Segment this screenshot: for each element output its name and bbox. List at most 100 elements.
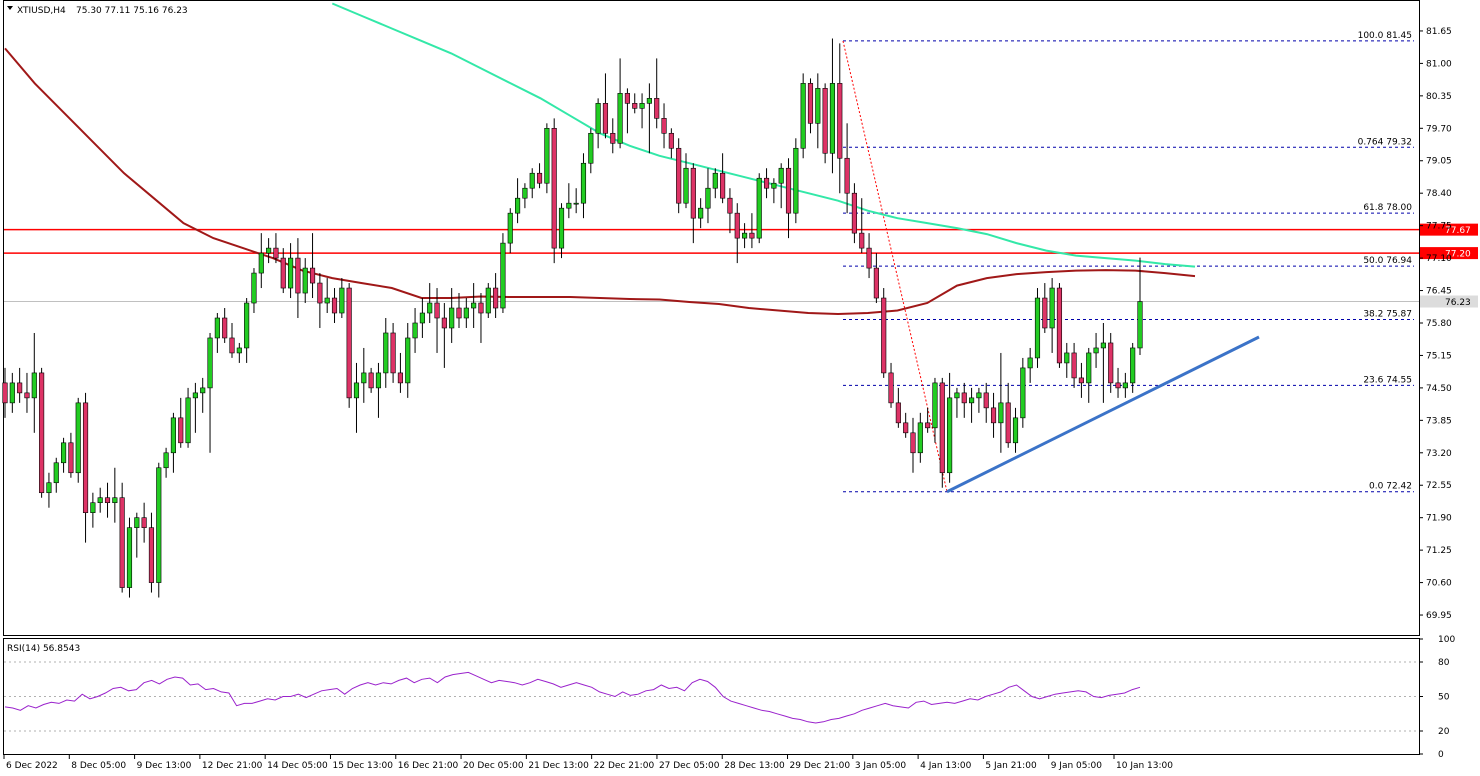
candle [683,153,689,209]
candle [456,293,462,328]
candle-body [251,272,257,304]
time-axis: 6 Dec 2022 8 Dec 05:00 9 Dec 13:00 12 Dec 2… [3,755,1173,771]
rsi-tick-label: 50 [1438,693,1450,703]
candle-body [807,83,814,124]
candle-body [632,103,638,109]
resistance-price-label: 77.67 [1445,226,1471,236]
candle-body [822,88,828,154]
candle-body [756,177,762,239]
time-tick-label: 3 Jan 05:00 [855,761,907,771]
candle [229,322,235,358]
candle [903,412,909,438]
time-tick-label: 15 Dec 13:00 [332,761,393,771]
candle-body [793,147,799,214]
slow-moving-average-line [4,47,1196,316]
candle [441,303,447,368]
candle [507,208,513,254]
time-tick-label: 10 Jan 13:00 [1116,761,1173,771]
time-tick-label: 12 Dec 21:00 [202,761,263,771]
time-tick-label: 22 Dec 21:00 [594,761,655,771]
candle-body [888,372,894,404]
candle [90,492,96,528]
candle-body [339,287,345,314]
candle-body [536,172,543,184]
candle [1027,347,1033,383]
candle-body [493,287,499,309]
candle [331,288,338,323]
time-tick-label: 20 Dec 05:00 [463,761,524,771]
time-tick-label: 28 Dec 13:00 [724,761,785,771]
price-tick-label: 76.45 [1426,287,1452,297]
candle [500,233,506,314]
candle-body [522,187,528,199]
time-tick-label: 9 Jan 05:00 [1051,761,1103,771]
rsi-header-label: RSI(14) 56.8543 [7,644,80,654]
candle [976,387,982,413]
candle-body [361,372,367,384]
candle-body [97,497,103,504]
price-tick-label: 73.20 [1426,449,1452,459]
price-tick-label: 74.50 [1426,384,1452,394]
candle [309,233,316,299]
candle [1086,347,1092,403]
candle-body [998,402,1004,424]
fib-swing-line [842,40,948,492]
candle [493,273,499,318]
candle-body [976,392,982,399]
candle-body [881,297,887,374]
rsi-indicator: 100 80 50 20 0 [4,635,1455,760]
candle-body [68,442,74,474]
candle-body [75,402,81,474]
candle-body [1130,347,1136,384]
price-tick-label: 78.40 [1426,189,1452,199]
candle [61,437,67,473]
candle [822,83,828,164]
candle-body [551,127,557,249]
candle-body [222,317,228,339]
candle [478,293,484,343]
candle-body [573,202,579,205]
resistance-price-label: 77.20 [1445,250,1471,260]
candle [1042,283,1048,333]
price-tick-label: 75.15 [1426,351,1452,361]
candle [1071,342,1077,388]
candle [295,238,301,318]
candle [471,283,477,328]
candle [112,467,118,523]
candle [251,268,257,314]
candle [749,213,755,249]
candle [244,298,250,363]
candle-body [602,103,609,134]
candle-body [558,207,565,249]
candle [536,163,543,189]
trendline[interactable] [946,335,1260,494]
dropdown-arrow-icon[interactable] [7,6,13,10]
candle [742,223,748,249]
candle-body [969,397,975,404]
candle-body [200,387,206,394]
candle-body [859,232,865,249]
candle [727,188,733,234]
candle-body [61,442,67,464]
candle-body [214,317,220,339]
candle-body [610,132,616,144]
candle-body [280,257,286,289]
time-tick-label: 29 Dec 21:00 [790,761,851,771]
candle-body [324,297,330,304]
candle [1093,332,1099,368]
candle-body [236,347,242,354]
candle-body [331,297,338,314]
candle [522,183,528,209]
candle-body [1122,382,1128,389]
candle-body [383,332,389,374]
time-tick-label: 9 Dec 13:00 [137,761,192,771]
price-tick-label: 77.10 [1426,254,1452,264]
candle-body [148,527,155,583]
candle [1115,367,1121,398]
price-tick-label: 79.05 [1426,157,1452,167]
candle-body [1042,297,1048,329]
time-tick-label: 5 Jan 21:00 [985,761,1037,771]
candle [771,178,777,204]
time-tick-label: 6 Dec 2022 [6,761,58,771]
